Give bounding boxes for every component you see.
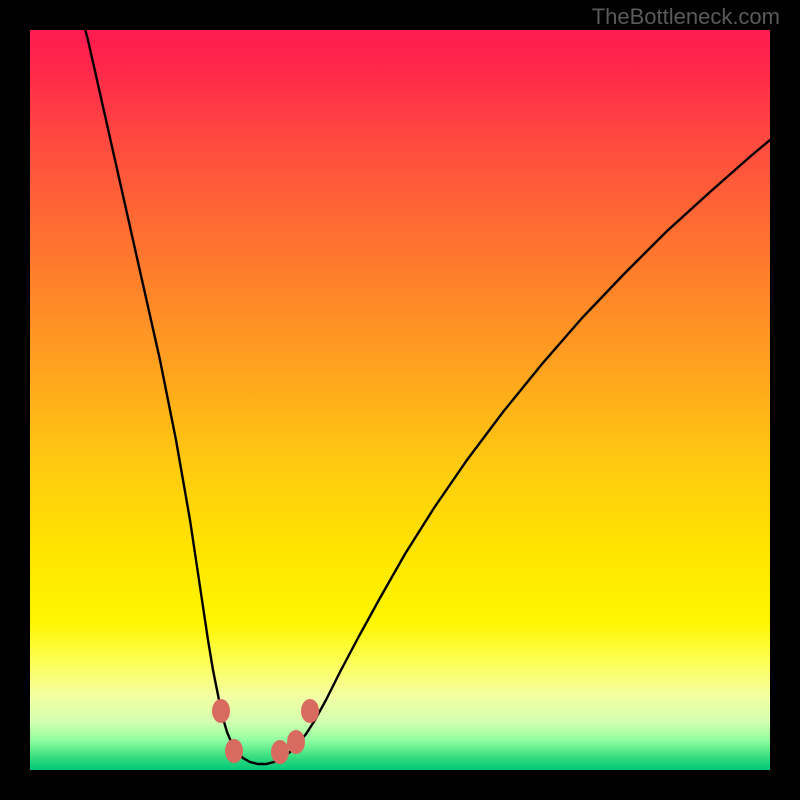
marker-dot bbox=[225, 739, 243, 763]
marker-dot bbox=[287, 730, 305, 754]
marker-dot bbox=[301, 699, 319, 723]
gradient-background bbox=[30, 30, 770, 770]
marker-dot bbox=[271, 740, 289, 764]
watermark-text: TheBottleneck.com bbox=[592, 4, 780, 30]
bottleneck-chart bbox=[0, 0, 800, 800]
marker-dot bbox=[212, 699, 230, 723]
